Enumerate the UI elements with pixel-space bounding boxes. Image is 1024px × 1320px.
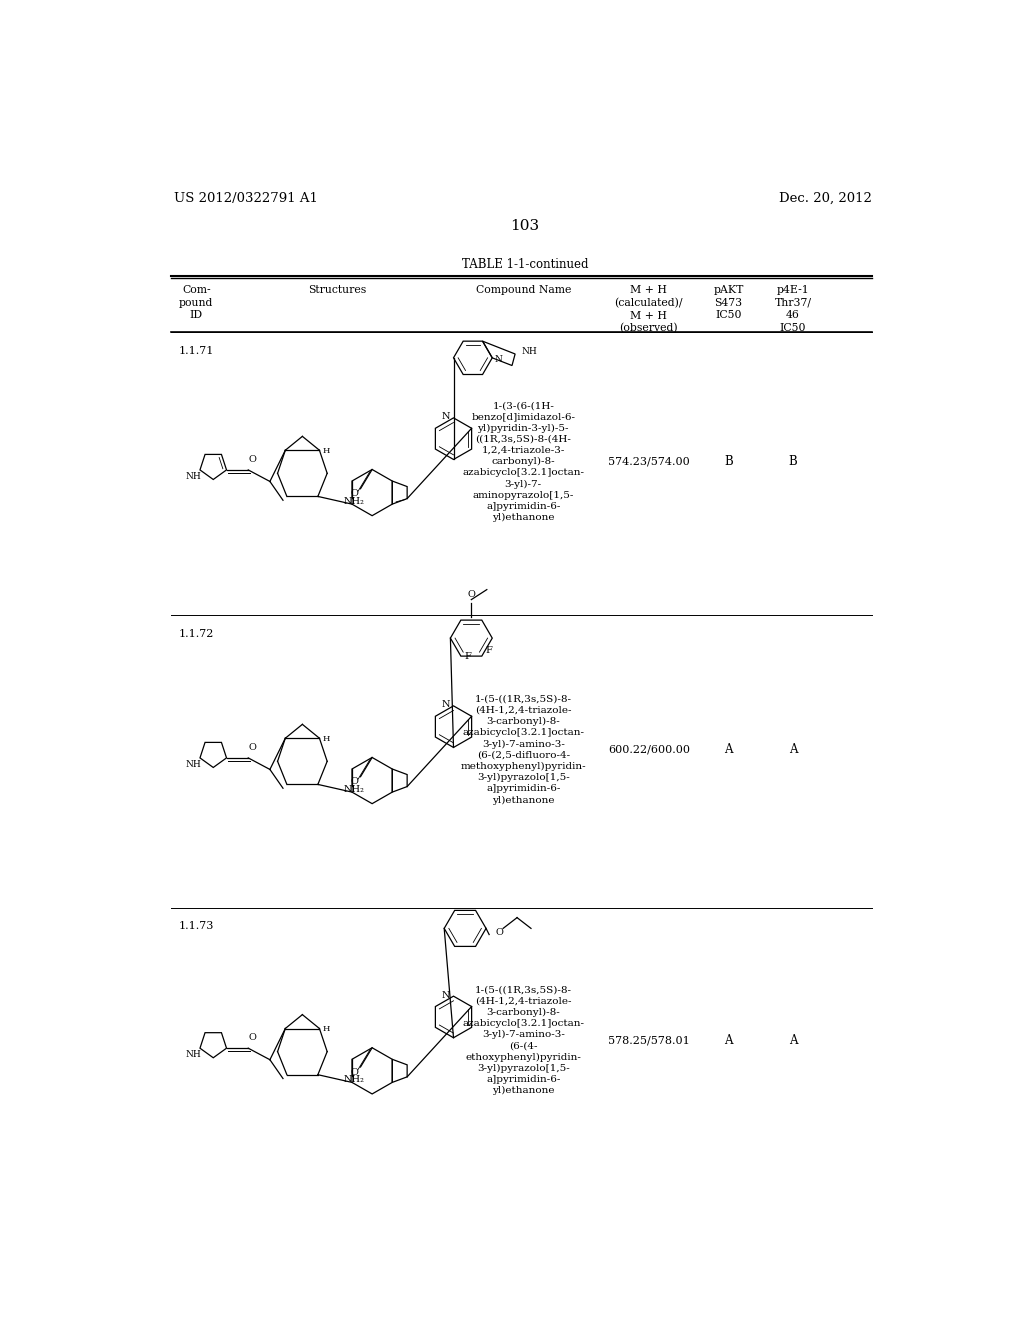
Text: O: O — [249, 1034, 257, 1043]
Text: Dec. 20, 2012: Dec. 20, 2012 — [779, 191, 872, 205]
Text: NH₂: NH₂ — [343, 498, 364, 506]
Text: 1.1.72: 1.1.72 — [178, 628, 214, 639]
Text: N: N — [442, 412, 451, 421]
Text: O: O — [249, 455, 257, 465]
Text: 1.1.73: 1.1.73 — [178, 921, 214, 932]
Text: Structures: Structures — [308, 285, 367, 296]
Text: A: A — [788, 1034, 798, 1047]
Text: O: O — [350, 1068, 358, 1077]
Text: NH: NH — [186, 1051, 202, 1059]
Text: B: B — [788, 455, 798, 469]
Text: 1-(5-((1R,3s,5S)-8-
(4H-1,2,4-triazole-
3-carbonyl)-8-
azabicyclo[3.2.1]octan-
3: 1-(5-((1R,3s,5S)-8- (4H-1,2,4-triazole- … — [462, 986, 585, 1096]
Text: NH₂: NH₂ — [343, 1076, 364, 1085]
Text: A: A — [724, 743, 733, 756]
Text: 600.22/600.00: 600.22/600.00 — [608, 744, 690, 755]
Text: Com-
pound
ID: Com- pound ID — [179, 285, 213, 321]
Text: O: O — [350, 490, 358, 499]
Text: O: O — [496, 928, 503, 937]
Text: H: H — [323, 734, 330, 743]
Text: NH: NH — [521, 347, 537, 356]
Text: B: B — [724, 455, 733, 469]
Text: NH₂: NH₂ — [343, 785, 364, 795]
Text: H: H — [323, 1024, 330, 1032]
Text: A: A — [788, 743, 798, 756]
Text: p4E-1
Thr37/
46
IC50: p4E-1 Thr37/ 46 IC50 — [774, 285, 811, 333]
Text: 578.25/578.01: 578.25/578.01 — [608, 1035, 690, 1045]
Text: pAKT
S473
IC50: pAKT S473 IC50 — [714, 285, 743, 321]
Text: 1.1.71: 1.1.71 — [178, 346, 214, 355]
Text: NH: NH — [186, 473, 202, 480]
Text: O: O — [249, 743, 257, 752]
Text: 103: 103 — [510, 219, 540, 234]
Text: 574.23/574.00: 574.23/574.00 — [608, 457, 690, 467]
Text: O: O — [350, 777, 358, 787]
Text: Compound Name: Compound Name — [475, 285, 571, 296]
Text: 1-(5-((1R,3s,5S)-8-
(4H-1,2,4-triazole-
3-carbonyl)-8-
azabicyclo[3.2.1]octan-
3: 1-(5-((1R,3s,5S)-8- (4H-1,2,4-triazole- … — [461, 694, 586, 805]
Text: N: N — [442, 701, 451, 709]
Text: F: F — [465, 652, 472, 661]
Text: A: A — [724, 1034, 733, 1047]
Text: F: F — [485, 645, 493, 655]
Text: TABLE 1-1-continued: TABLE 1-1-continued — [462, 259, 588, 271]
Text: O: O — [467, 590, 475, 599]
Text: N: N — [495, 355, 503, 364]
Text: US 2012/0322791 A1: US 2012/0322791 A1 — [174, 191, 318, 205]
Text: M + H
(calculated)/
M + H
(observed): M + H (calculated)/ M + H (observed) — [614, 285, 683, 334]
Text: NH: NH — [186, 760, 202, 768]
Text: N: N — [442, 991, 451, 999]
Text: 1-(3-(6-(1H-
benzo[d]imidazol-6-
yl)pyridin-3-yl)-5-
((1R,3s,5S)-8-(4H-
1,2,4-tr: 1-(3-(6-(1H- benzo[d]imidazol-6- yl)pyri… — [462, 401, 585, 523]
Text: H: H — [323, 446, 330, 454]
